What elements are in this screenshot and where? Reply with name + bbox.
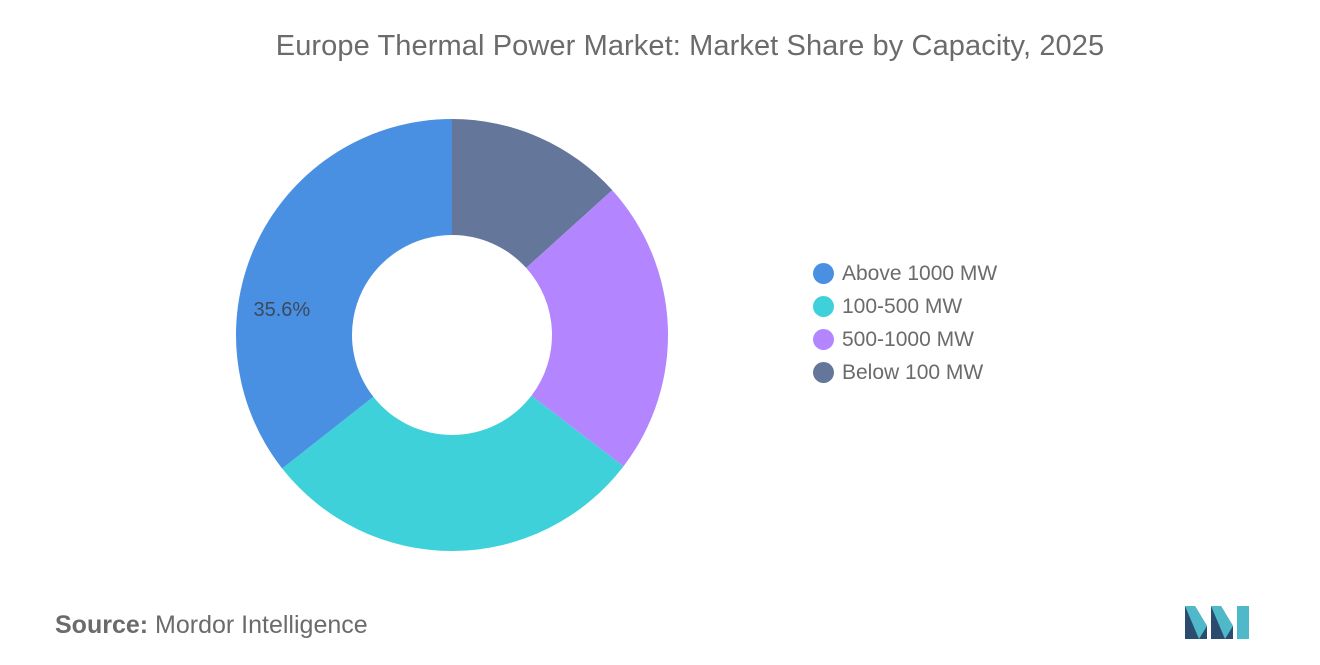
donut-slice-above-1000-mw [236,119,452,469]
mordor-intelligence-logo-icon [1185,606,1249,639]
legend-item-above-1000mw: Above 1000 MW [813,257,997,290]
legend-item-below-100mw: Below 100 MW [813,356,997,389]
legend-swatch [813,263,834,284]
source-label: Source: [55,611,149,639]
chart-legend: Above 1000 MW 100-500 MW 500-1000 MW Bel… [813,257,997,389]
legend-swatch [813,296,834,317]
donut-slice-labels: 35.6% [253,299,310,321]
donut-slice-below-100-mw [452,119,613,268]
legend-label: Below 100 MW [842,360,984,384]
source-note: Source: Mordor Intelligence [55,611,368,640]
legend-item-100-500mw: 100-500 MW [813,290,997,323]
chart-title: Europe Thermal Power Market: Market Shar… [275,30,1105,62]
source-text: Mordor Intelligence [155,611,368,639]
legend-label: 100-500 MW [842,294,963,318]
donut-slice-100-500-mw [282,395,624,551]
legend-swatch [813,362,834,383]
donut-slices [236,119,669,551]
slice-data-label: 35.6% [253,299,310,321]
legend-label: 500-1000 MW [842,327,974,351]
legend-item-500-1000mw: 500-1000 MW [813,323,997,356]
donut-slice-500-1000-mw [526,190,669,467]
legend-label: Above 1000 MW [842,261,998,285]
legend-swatch [813,329,834,350]
